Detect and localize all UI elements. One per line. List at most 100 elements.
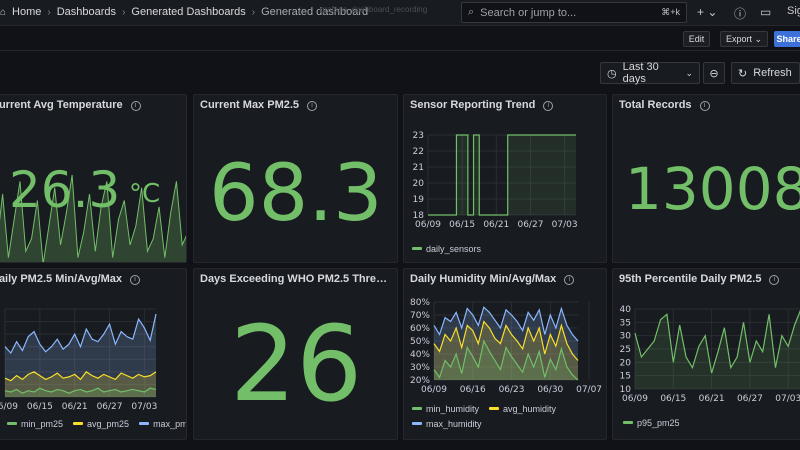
- series-line-avg_humidity: [433, 320, 579, 361]
- legend-item-min-humidity[interactable]: min_humidity: [412, 404, 479, 414]
- panel-max-pm25[interactable]: Current Max PM2.5 i 68.3: [193, 94, 398, 263]
- x-tick-label: 06/27: [97, 402, 123, 412]
- temperature-sparkline: [0, 174, 186, 262]
- panel-p95-pm25[interactable]: 95th Percentile Daily PM2.5 i 10 15 20 25 30 3…: [612, 268, 800, 440]
- panel-avg-temperature[interactable]: Current Avg Temperature i 26.3 °C: [0, 94, 187, 263]
- breadcrumb: ⌂ Home › Dashboards › Generated Dashboar…: [0, 6, 368, 18]
- time-range-picker[interactable]: ◷ Last 30 days ⌄: [600, 61, 700, 85]
- panel-who-days[interactable]: Days Exceeding WHO PM2.5 Threshold 26: [193, 268, 398, 440]
- series-line-p95_pm25: [634, 309, 800, 374]
- y-tick-label: 15: [620, 372, 631, 382]
- home-icon[interactable]: ⌂: [0, 6, 7, 18]
- chevron-down-icon: ⌄: [754, 33, 763, 44]
- x-tick-label: 06/15: [660, 394, 686, 404]
- panel-title: 95th Percentile Daily PM2.5 i: [619, 273, 780, 285]
- zoom-out-button[interactable]: ⊖: [703, 62, 725, 84]
- panel-title: Total Records i: [619, 99, 710, 111]
- info-icon[interactable]: i: [769, 275, 780, 285]
- panel-sensor-trend[interactable]: Sensor Reporting Trend i 18 19 20 21 22 23 06/0…: [403, 94, 607, 263]
- series-area-min_pm25: [5, 388, 156, 397]
- x-tick-label: 06/27: [517, 220, 543, 230]
- info-icon[interactable]: i: [543, 101, 554, 111]
- info-icon[interactable]: i: [307, 101, 318, 111]
- export-label: Export: [725, 34, 752, 44]
- y-tick-label: 19: [413, 195, 425, 205]
- legend-item-p95-pm25[interactable]: p95_pm25: [623, 418, 680, 428]
- info-icon[interactable]: i: [699, 101, 710, 111]
- chart-legend: min_pm25 avg_pm25 max_pm25: [7, 419, 186, 429]
- panel-title: Days Exceeding WHO PM2.5 Threshold: [200, 273, 390, 285]
- panel-title: Daily Humidity Min/Avg/Max i: [410, 273, 575, 285]
- news-icon[interactable]: ▭: [760, 5, 772, 19]
- series-area-p95_pm25: [635, 311, 800, 389]
- export-button[interactable]: Export ⌄: [720, 31, 768, 47]
- chart-legend: p95_pm25: [623, 418, 680, 428]
- legend-item-max-humidity[interactable]: max_humidity: [412, 419, 482, 429]
- legend-item-min-pm25[interactable]: min_pm25: [7, 419, 63, 429]
- panel-title: Sensor Reporting Trend i: [410, 99, 554, 111]
- zoom-out-icon: ⊖: [709, 67, 719, 80]
- legend-item-avg-humidity[interactable]: avg_humidity: [489, 404, 556, 414]
- y-tick-label: 23: [413, 131, 424, 141]
- x-tick-label: 06/27: [737, 394, 763, 404]
- chevron-right-icon: ›: [47, 6, 51, 18]
- y-tick-label: 70%: [410, 311, 430, 321]
- help-icon[interactable]: ⓘ: [734, 7, 747, 21]
- y-tick-label: 80%: [410, 298, 430, 308]
- y-tick-label: 35: [620, 318, 631, 328]
- chart-legend: min_humidity avg_humidity: [412, 404, 556, 414]
- info-icon[interactable]: i: [130, 275, 141, 285]
- sparkline-area: [0, 175, 186, 262]
- legend-item-daily-sensors[interactable]: daily_sensors: [412, 244, 481, 254]
- series-line-max_pm25: [4, 313, 157, 355]
- y-tick-label: 50%: [410, 337, 430, 347]
- sign-in-link[interactable]: Sig: [787, 5, 800, 17]
- add-icon[interactable]: + ⌄: [697, 5, 718, 19]
- panel-humidity[interactable]: Daily Humidity Min/Avg/Max i 20% 30% 40% 50%…: [403, 268, 607, 440]
- y-tick-label: 60%: [410, 324, 430, 334]
- info-icon[interactable]: i: [564, 275, 575, 285]
- search-icon: ⌕: [468, 6, 475, 18]
- search-input[interactable]: ⌕ Search or jump to... ⌘+k: [461, 2, 687, 23]
- x-tick-label: 06/16: [460, 385, 486, 395]
- stat-value: 26.3: [9, 161, 121, 219]
- series-line-min_pm25: [4, 387, 157, 394]
- edit-button[interactable]: Edit: [683, 31, 710, 47]
- search-shortcut: ⌘+k: [661, 7, 680, 17]
- chevron-right-icon: ›: [251, 6, 256, 18]
- clock-icon: ◷: [607, 67, 617, 80]
- pm25-minavgmax-chart: 06/09 06/15 06/21 06/27 07/03: [0, 308, 157, 412]
- legend-item-avg-pm25[interactable]: avg_pm25: [73, 419, 129, 429]
- y-tick-label: 20%: [410, 376, 430, 386]
- breadcrumb-generated-dashboards[interactable]: Generated Dashboards: [131, 6, 246, 18]
- time-range-label: Last 30 days: [622, 61, 659, 85]
- panel-title: Current Max PM2.5 i: [200, 99, 318, 111]
- panel-title: Daily PM2.5 Min/Avg/Max i: [0, 273, 141, 285]
- sensor-trend-chart: 18 19 20 21 22 23 06/09 06/15 06/21 06/27 07/03: [413, 131, 578, 230]
- breadcrumb-dashboards[interactable]: Dashboards: [56, 6, 117, 18]
- series-line-min_humidity: [433, 339, 579, 381]
- stat-value: 26: [230, 303, 363, 425]
- series-line-daily_sensors: [428, 134, 576, 216]
- y-tick-label: 20: [620, 358, 632, 368]
- refresh-label: Refresh: [753, 67, 792, 79]
- x-tick-label: 07/03: [131, 402, 157, 412]
- y-tick-label: 10: [620, 385, 632, 395]
- series-line-avg_pm25: [4, 371, 157, 382]
- legend-item-max-pm25[interactable]: max_pm25: [139, 419, 186, 429]
- info-icon[interactable]: i: [130, 101, 141, 111]
- y-tick-label: 30: [620, 332, 632, 342]
- sparkline-line: [0, 174, 186, 262]
- share-button[interactable]: Share: [774, 31, 800, 47]
- y-tick-label: 25: [620, 345, 631, 355]
- refresh-button[interactable]: ↻ Refresh: [731, 62, 800, 84]
- chevron-down-icon: ⌄: [685, 67, 693, 78]
- breadcrumb-current: Generated dashboard: [261, 6, 369, 18]
- series-area-daily_sensors: [428, 135, 576, 215]
- panel-total-records[interactable]: Total Records i 13008: [612, 94, 800, 263]
- humidity-chart: 20% 30% 40% 50% 60% 70% 80% 06/09 06/16 06/23 06/3…: [410, 298, 602, 395]
- x-tick-label: 06/23: [499, 385, 525, 395]
- breadcrumb-home[interactable]: Home: [12, 6, 42, 18]
- y-tick-label: 21: [413, 163, 424, 173]
